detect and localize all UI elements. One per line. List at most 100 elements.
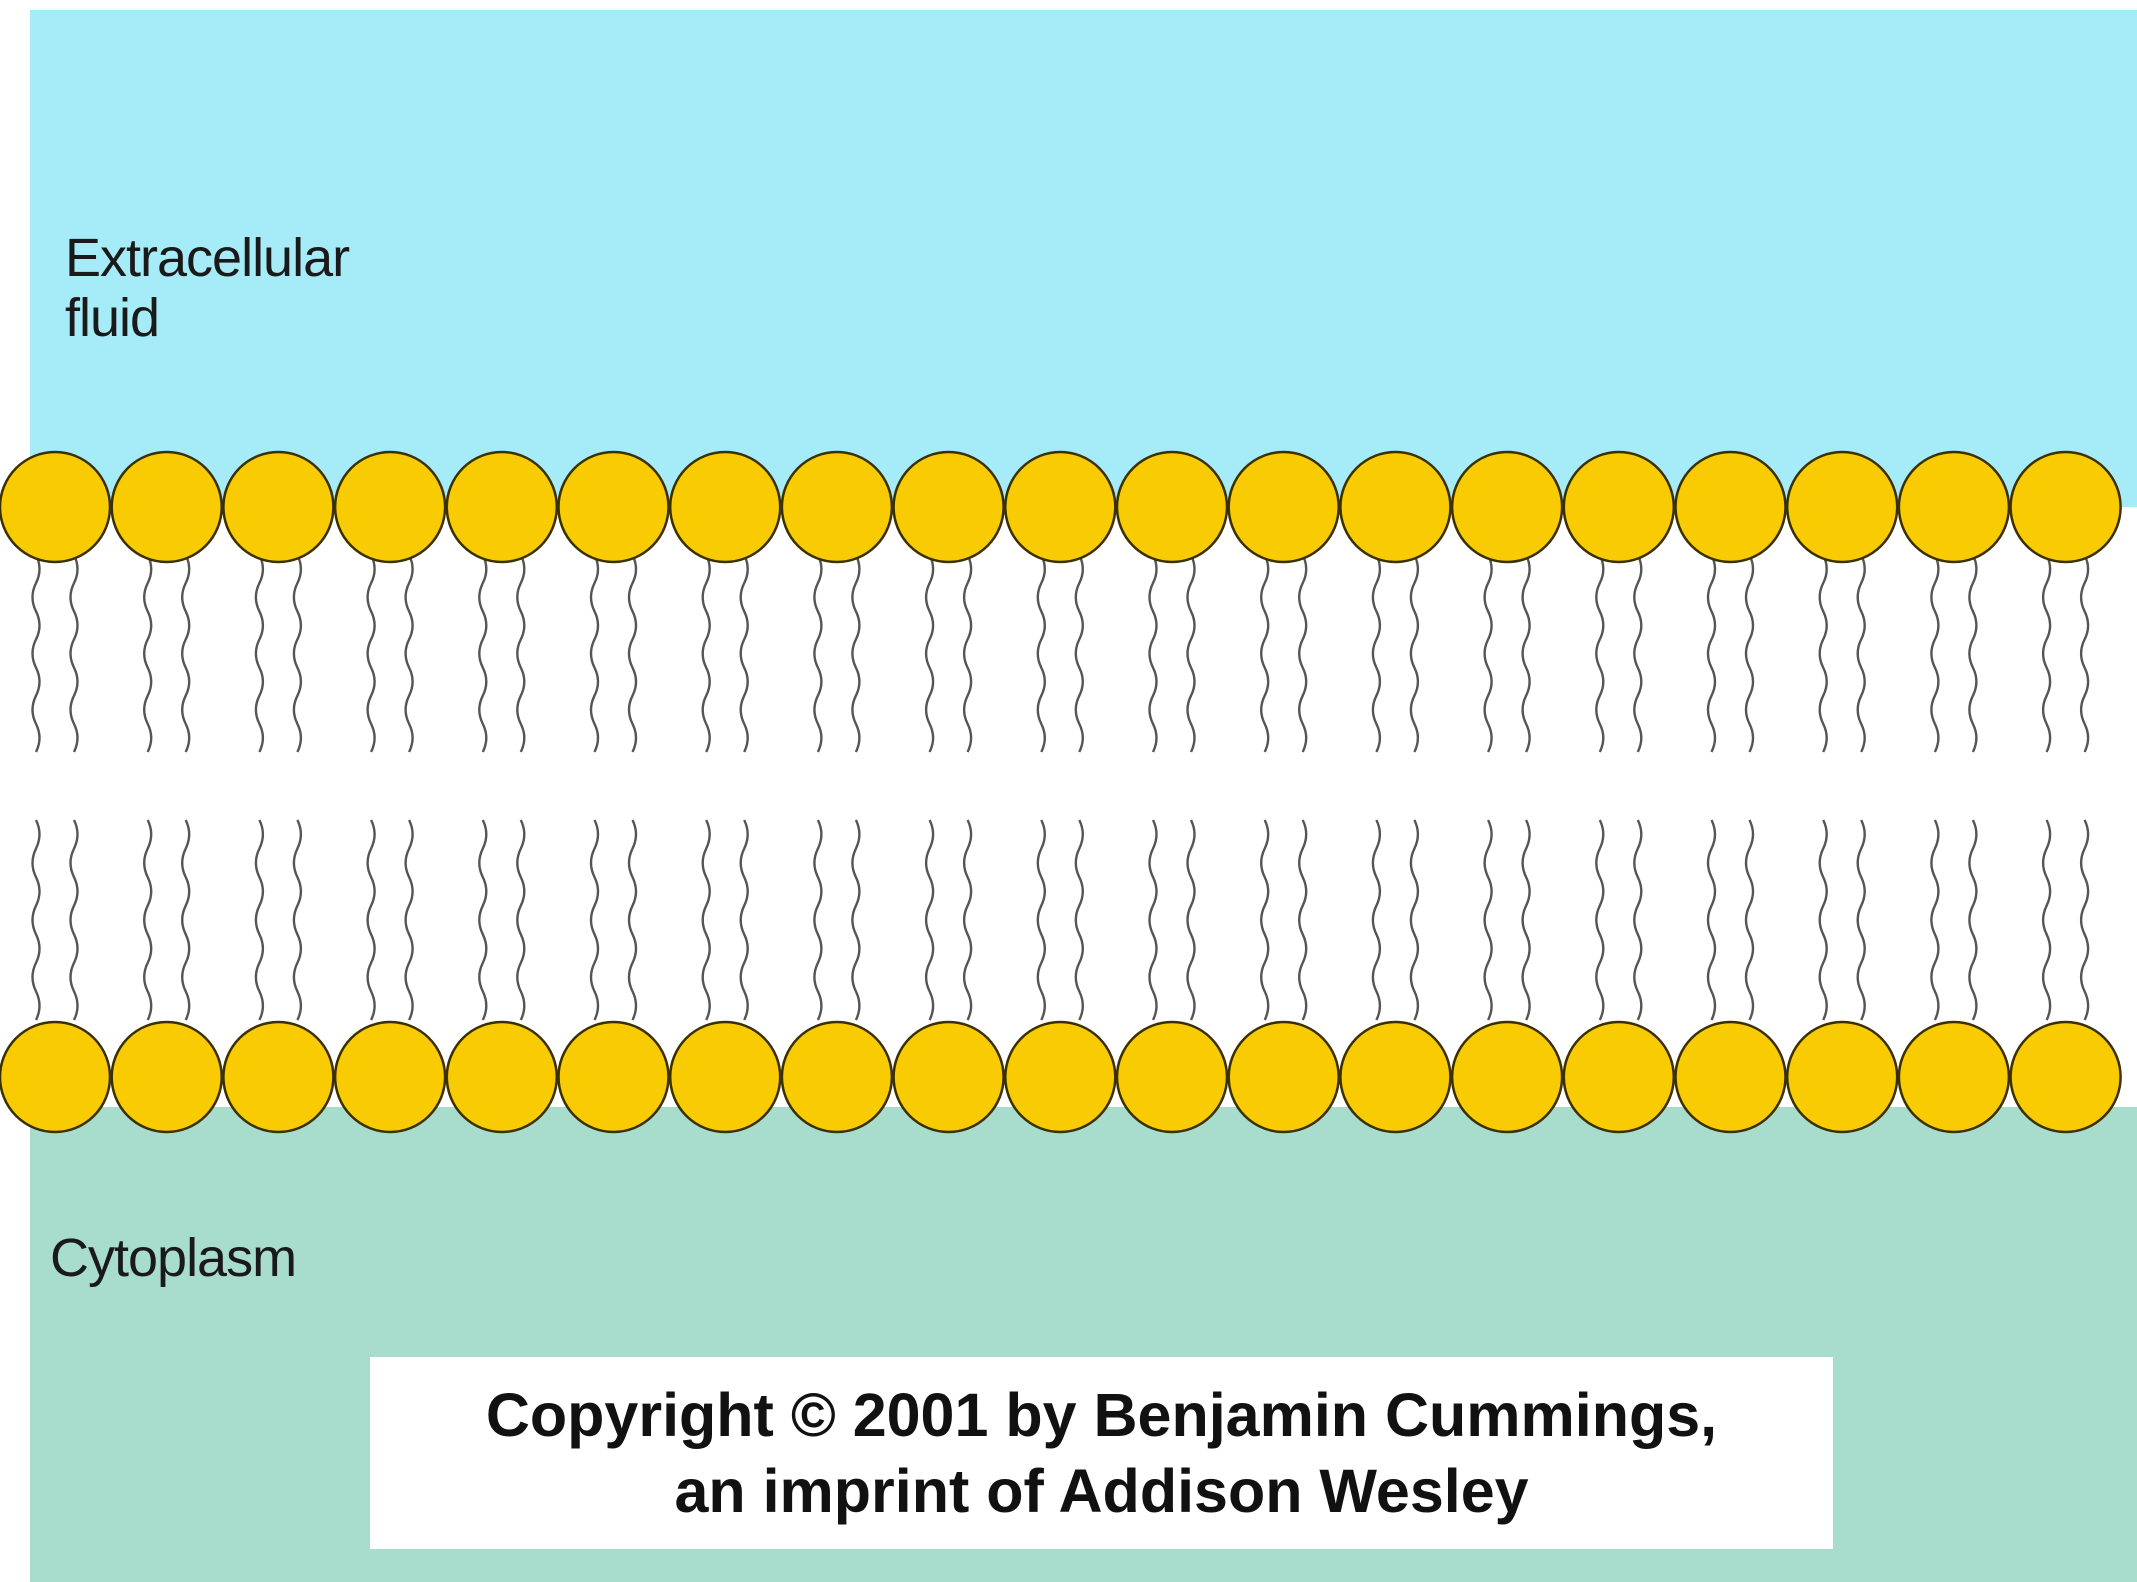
lipid-tail [851,819,861,1021]
phosphate-head [1450,450,1564,564]
lipid-tail [2041,819,2052,1021]
lipid-tail [813,554,823,753]
lipid-tail [1706,819,1717,1021]
lipid-tail [924,554,935,753]
lipid-tail [1148,819,1158,1021]
phosphate-head [2009,1020,2122,1134]
phosphate-head [222,450,335,564]
lipid-tail [254,554,265,753]
lipid-tail [739,554,749,753]
lipid-tail [1074,819,1084,1021]
lipid-tail [1521,819,1531,1021]
lipid-tail [2079,819,2090,1021]
lipid-tail [1744,554,1755,753]
lipid-tail [366,554,376,753]
phosphate-head [1004,450,1117,564]
lipid-tail [1186,819,1196,1021]
outer-leaflet-heads [0,450,2122,564]
lipid-tail [924,819,935,1021]
phosphate-head [110,1020,223,1134]
phosphate-head [1227,1020,1340,1134]
phosphate-head [1897,450,2011,564]
phosphate-head [1450,1020,1564,1134]
lipid-tail [1260,819,1270,1021]
lipid-tail [1260,554,1270,753]
extracellular-label-line1: Extracellular [65,228,350,288]
lipid-tail [589,554,600,753]
lipid-tail [404,554,414,753]
phosphate-head [557,450,670,564]
phosphate-head [892,450,1005,564]
inner-leaflet-heads [0,1020,2122,1134]
lipid-tail [1036,819,1046,1021]
lipid-tail [1521,554,1531,753]
lipid-tail [1371,554,1382,753]
membrane-interior [30,507,2137,1107]
phosphate-head [0,450,112,564]
lipid-tail [31,819,41,1021]
phosphate-head [1115,1020,1229,1134]
cytoplasm-label: Cytoplasm [50,1228,297,1288]
phosphate-head [1674,450,1787,564]
lipid-tail [627,819,638,1021]
lipid-tail [851,554,861,753]
extracellular-label-line2: fluid [65,288,160,348]
lipid-tail [1968,819,1978,1021]
copyright-notice: Copyright © 2001 by Benjamin Cummings, a… [370,1357,1833,1549]
lipid-tail [143,554,153,753]
phosphate-head [892,1020,1005,1134]
lipid-tail [2041,554,2052,753]
lipid-tail [1483,554,1493,753]
phosphate-head [557,1020,670,1134]
lipid-tail [1186,554,1196,753]
phosphate-head [222,1020,335,1134]
lipid-tail [143,819,153,1021]
lipid-tail [516,819,526,1021]
extracellular-fluid-label: Extracellular fluid [65,228,350,348]
copyright-line1: Copyright © 2001 by Benjamin Cummings, [485,1381,1718,1449]
phosphate-head [1004,1020,1117,1134]
lipid-tail [1595,554,1605,753]
phosphate-head [1115,450,1229,564]
phosphate-head [1339,450,1452,564]
extracellular-region [30,10,2137,507]
lipid-tail [1074,554,1084,753]
lipid-tail [589,819,600,1021]
lipid-tail [962,554,973,753]
lipid-tail [701,554,711,753]
lipid-tail [1409,554,1420,753]
phosphate-head [668,1020,782,1134]
lipid-tail [1595,819,1605,1021]
phosphate-head [1785,450,1899,564]
phosphate-head [1562,450,1676,564]
lipid-tail [813,819,823,1021]
lipid-tail [1744,819,1755,1021]
lipid-tail [1036,554,1046,753]
phosphate-head [445,1020,559,1134]
phosphate-head [110,450,223,564]
lipid-tail [1633,819,1643,1021]
lipid-tail [1371,819,1382,1021]
copyright-line2: an imprint of Addison Wesley [674,1457,1529,1525]
phosphate-head [780,1020,894,1134]
lipid-tail [478,819,488,1021]
phosphate-head [1674,1020,1787,1134]
lipid-tail [516,554,526,753]
lipid-tail [1818,554,1828,753]
lipid-tail [627,554,638,753]
lipid-tail [1633,554,1643,753]
phosphate-head [1227,450,1340,564]
phosphate-head [333,450,447,564]
lipid-tail [292,819,303,1021]
lipid-tail [404,819,414,1021]
lipid-tail [962,819,973,1021]
lipid-tail [739,819,749,1021]
lipid-tail [478,554,488,753]
lipid-tail [1706,554,1717,753]
lipid-tail [69,554,79,753]
phosphate-head [445,450,559,564]
lipid-tail [1148,554,1158,753]
lipid-tail [1483,819,1493,1021]
outer-leaflet-tails [31,554,2090,753]
